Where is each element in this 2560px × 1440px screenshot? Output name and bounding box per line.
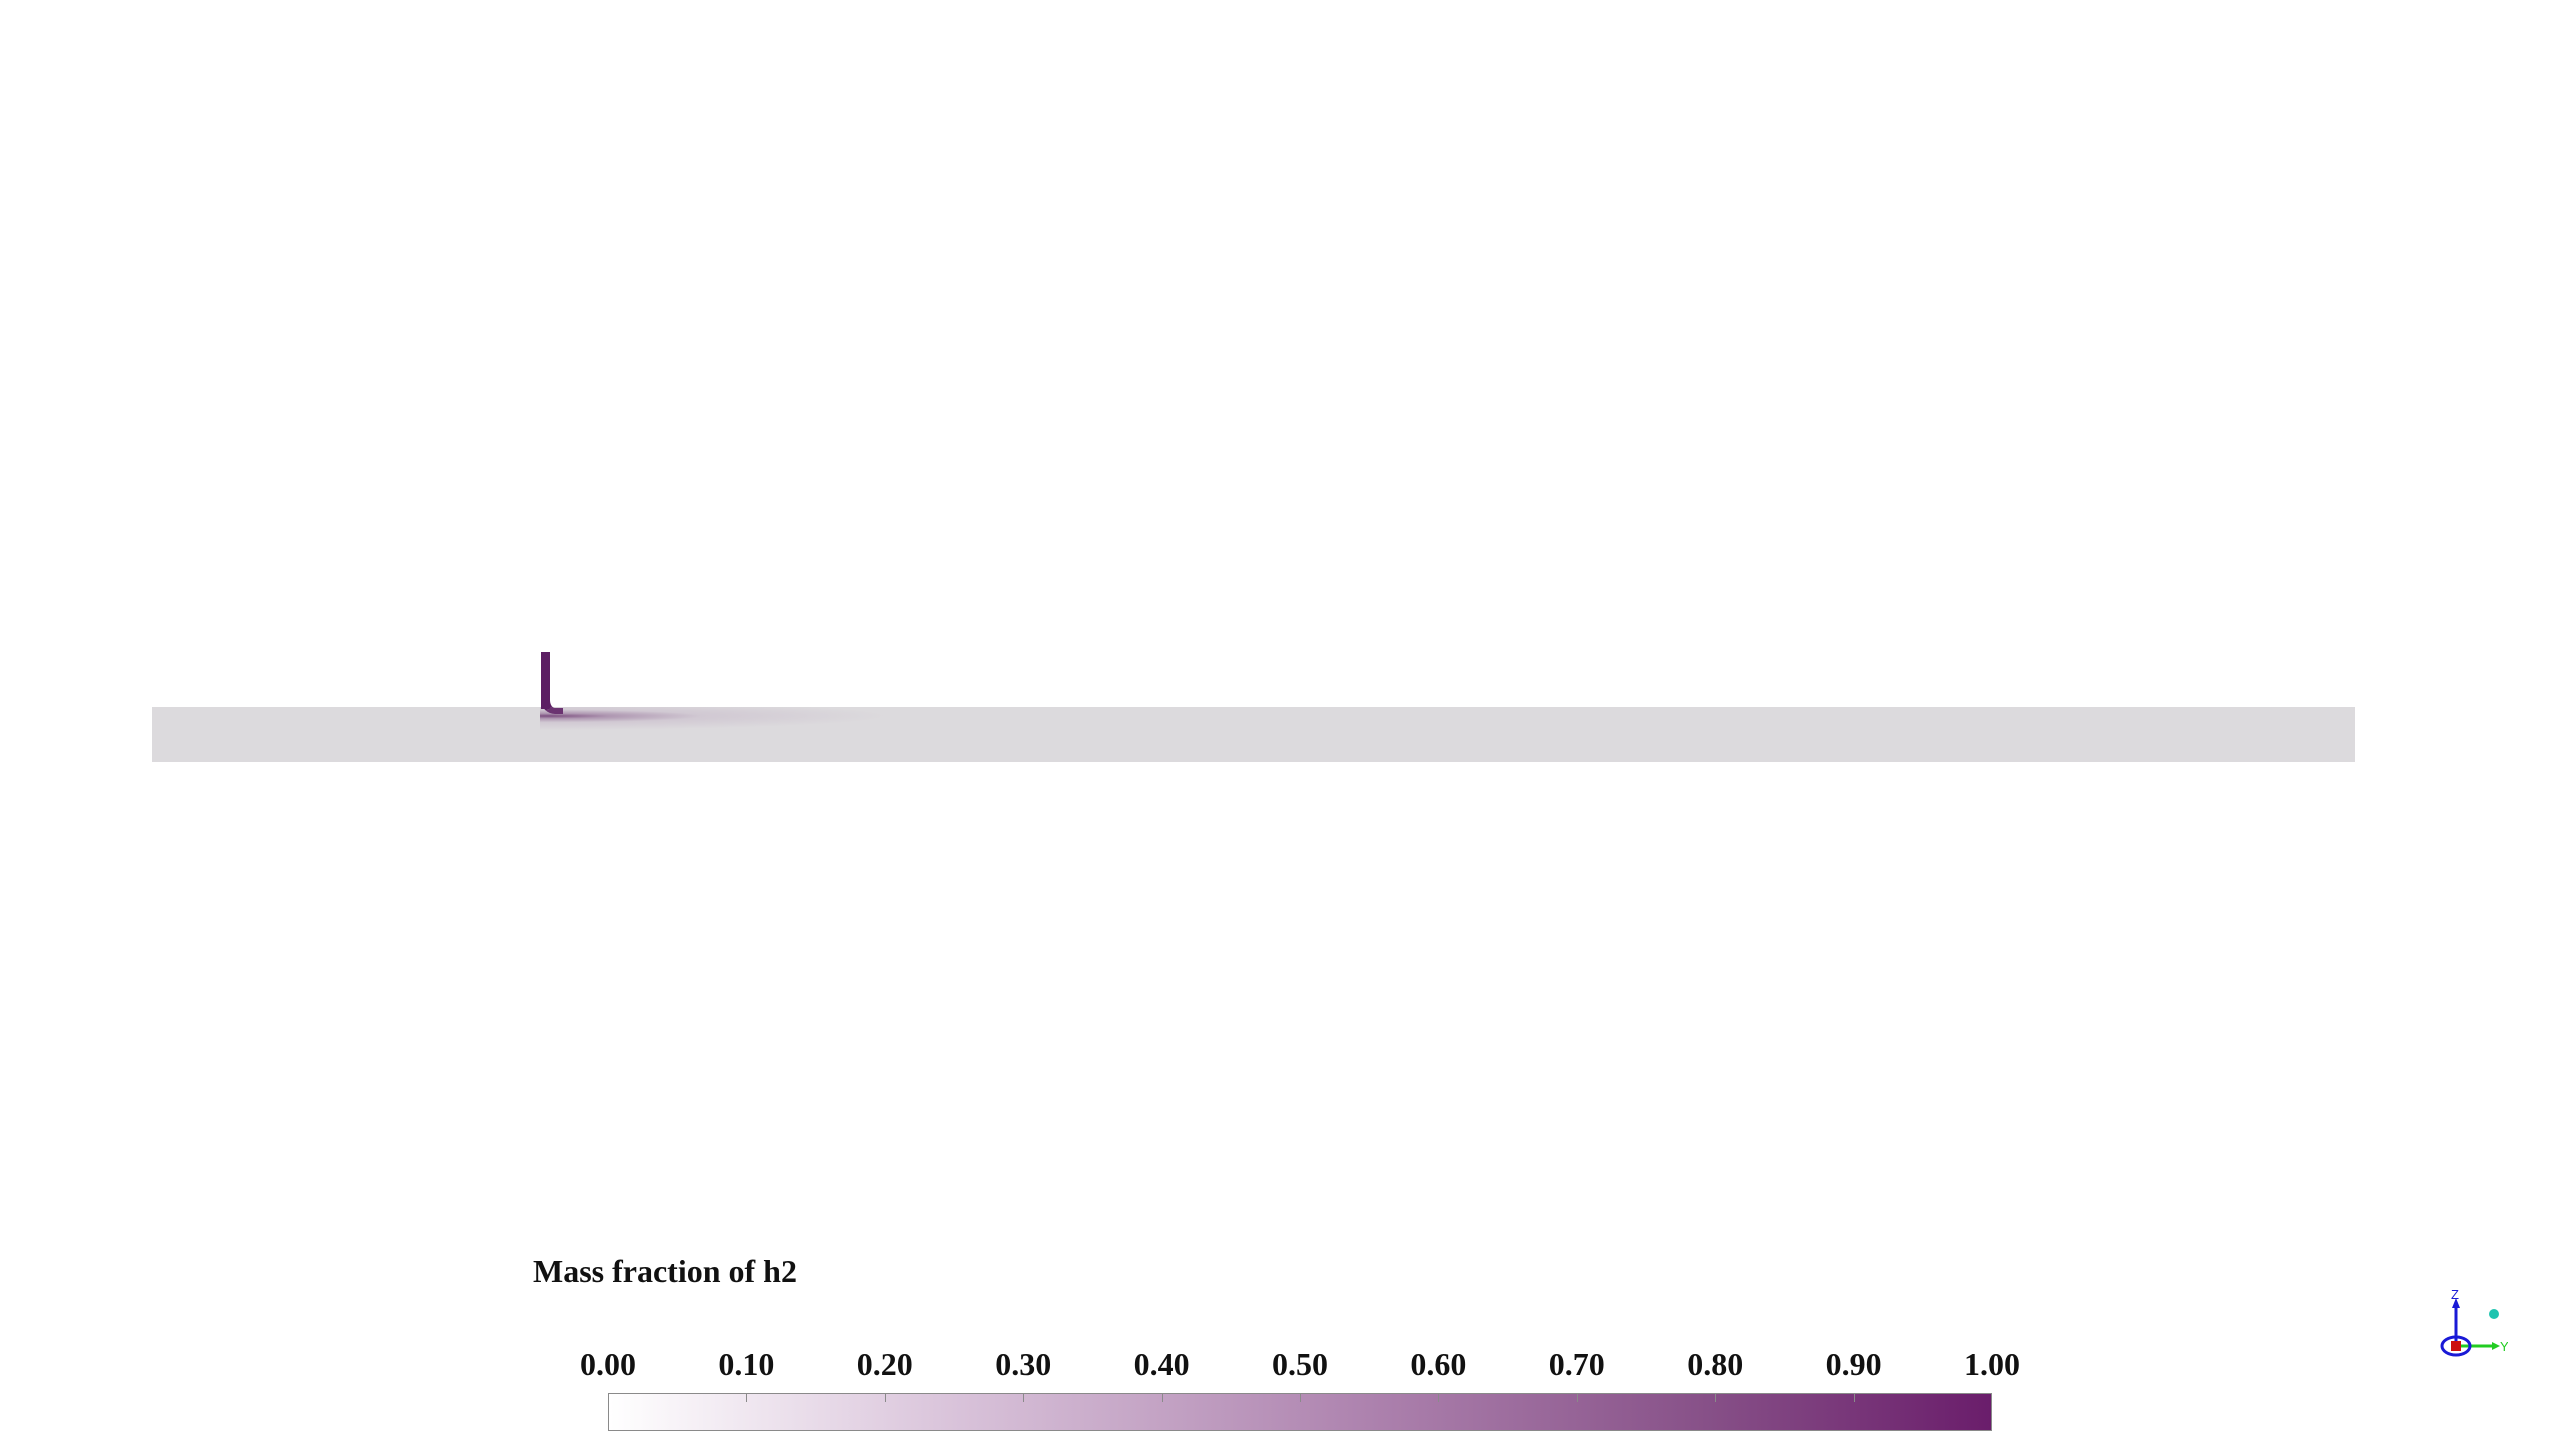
y-axis-arrow-icon: [2492, 1342, 2500, 1350]
colorbar-tick-mark: [1577, 1393, 1578, 1402]
h2-inlet-elbow: [541, 700, 563, 714]
colorbar-tick-mark: [885, 1393, 886, 1402]
tick-label-3: 0.30: [995, 1346, 1052, 1382]
tick-label-8: 0.80: [1687, 1346, 1744, 1382]
y-axis-label: Y: [2500, 1339, 2508, 1354]
tick-label-9: 0.90: [1825, 1346, 1882, 1382]
x-axis-marker-icon: [2451, 1341, 2461, 1351]
colorbar-tick-mark: [746, 1393, 747, 1402]
colorbar-tick-mark: [1854, 1393, 1855, 1402]
h2-inlet-pipe: [541, 652, 550, 709]
channel-domain: [152, 707, 2355, 762]
x-axis-ring: [2440, 1335, 2472, 1357]
tick-label-6: 0.60: [1410, 1346, 1467, 1382]
tick-label-0: 0.00: [580, 1346, 636, 1382]
colorbar-tick-mark: [1300, 1393, 1301, 1402]
colorbar-tick-mark: [1162, 1393, 1163, 1402]
tick-label-5: 0.50: [1272, 1346, 1328, 1382]
z-axis-arrow-icon: [2452, 1298, 2460, 1308]
colorbar-title: Mass fraction of h2: [533, 1253, 797, 1289]
tick-label-7: 0.70: [1548, 1346, 1605, 1382]
orientation-axes-gizmo[interactable]: Z Y: [2428, 1286, 2508, 1366]
tick-label-2: 0.20: [856, 1346, 913, 1382]
colorbar-tick-mark: [1023, 1393, 1024, 1402]
tick-label-1: 0.10: [718, 1346, 775, 1382]
z-axis-label: Z: [2451, 1287, 2459, 1302]
h2-plume: [540, 707, 900, 762]
tick-label-4: 0.40: [1133, 1346, 1190, 1382]
colorbar-tick-mark: [1438, 1393, 1439, 1402]
colorbar-tick-labels: 0.00 0.10 0.20 0.30 0.40 0.50 0.60 0.70 …: [580, 1346, 2020, 1386]
view-sphere-icon: [2489, 1309, 2499, 1319]
colorbar-tick-mark: [1715, 1393, 1716, 1402]
tick-label-10: 1.00: [1964, 1346, 2020, 1382]
